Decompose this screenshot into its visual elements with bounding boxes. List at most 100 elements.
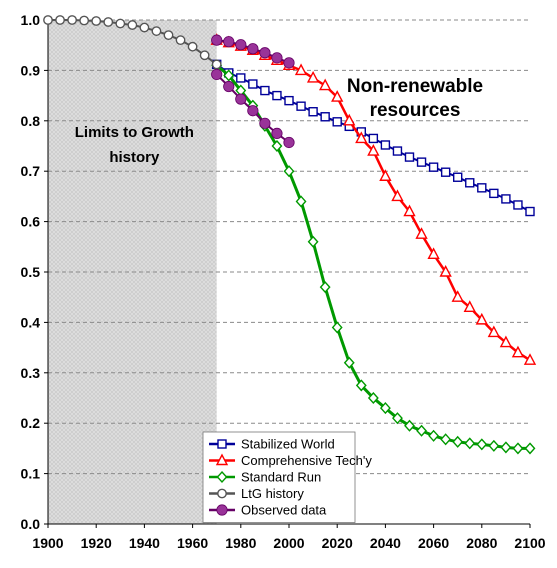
x-tick-label-5: 2000 [273,535,304,551]
data-point-4-0 [211,68,223,81]
data-point-0-21 [465,178,475,188]
data-point-0-18 [428,162,439,172]
data-point-3-11 [175,35,186,46]
data-point-0-20 [453,172,463,182]
y-tick-label-7: 0.7 [21,163,41,179]
data-point-1-8 [306,70,320,83]
legend-label-2: Standard Run [241,470,321,485]
data-point-4-3 [247,105,259,117]
y-tick-label-4: 0.4 [21,314,41,330]
data-point-0-7 [296,101,306,111]
y-tick-label-8: 0.8 [21,113,41,129]
data-point-2-9 [319,281,331,294]
data-point-2-15 [392,412,403,425]
data-point-2-21 [464,437,476,450]
data-point-2-10 [331,321,343,334]
y-tick-label-10: 1.0 [21,12,41,28]
data-point-4-6 [283,136,295,149]
legend-label-1: Comprehensive Tech'y [241,453,372,468]
data-point-1-12 [355,131,368,144]
data-point-1-7 [294,63,308,76]
data-point-3-7 [127,20,138,30]
data-point-2-22 [476,438,488,451]
chart-title-line-0: Non-renewable [347,76,483,97]
legend-swatch-marker-1 [215,453,229,466]
data-point-0-6 [284,95,294,106]
x-tick-label-1: 1920 [81,535,112,551]
data-point-3-5 [103,17,114,27]
data-point-2-14 [379,402,391,415]
legend-label-4: Observed data [241,503,327,518]
legend-item-0: Stabilized World [209,437,335,452]
data-point-5-0 [211,34,223,46]
legend-swatch-marker-2 [216,470,228,484]
legend-swatch-marker-3 [217,488,227,499]
series-4 [211,68,295,149]
data-point-2-16 [404,419,415,432]
legend-item-1: Comprehensive Tech'y [209,453,372,468]
x-tick-label-0: 1900 [32,535,63,551]
y-tick-label-6: 0.6 [21,214,41,230]
y-tick-label-2: 0.2 [21,415,41,431]
x-tick-label-6: 2020 [322,535,353,551]
data-point-2-19 [440,433,452,446]
data-point-1-25 [511,345,525,358]
data-point-2-26 [524,442,536,455]
data-point-1-13 [367,144,380,156]
data-point-2-11 [343,356,355,369]
data-point-2-13 [367,391,379,405]
data-point-2-18 [428,429,440,442]
data-point-0-24 [501,194,511,204]
data-point-0-19 [440,167,451,177]
legend-swatch-marker-0 [217,439,227,449]
legend-label-0: Stabilized World [241,437,335,452]
data-point-0-14 [380,140,391,150]
data-point-4-5 [271,127,283,139]
data-point-5-1 [223,36,235,48]
x-tick-label-2: 1940 [129,535,160,551]
legend-item-3: LtG history [209,486,304,501]
x-tick-label-8: 2060 [418,535,449,551]
data-point-2-25 [512,442,524,455]
chart-title-line-1: resources [370,100,461,121]
data-point-2-6 [283,165,295,178]
data-point-3-0 [43,15,53,25]
legend-label-3: LtG history [241,486,304,501]
legend-item-2: Standard Run [209,470,321,485]
data-point-1-17 [415,227,428,239]
data-point-0-2 [236,73,246,83]
data-point-2-17 [416,424,427,437]
data-point-5-5 [271,52,283,64]
data-point-3-4 [91,16,102,26]
data-point-4-4 [259,117,271,129]
data-point-0-3 [248,79,258,89]
data-point-0-9 [320,112,330,122]
data-point-5-6 [283,57,295,69]
data-point-1-22 [475,312,488,325]
data-point-2-24 [500,441,512,454]
data-point-0-25 [513,200,523,210]
data-point-3-13 [199,50,210,61]
data-point-2-7 [295,195,307,208]
data-point-1-24 [499,335,513,348]
data-point-2-20 [452,435,464,448]
data-point-1-19 [439,264,452,277]
data-point-2-5 [271,139,283,153]
data-point-1-14 [379,169,392,181]
data-point-0-23 [489,188,499,199]
data-point-5-3 [247,43,259,55]
data-point-1-26 [523,353,537,365]
y-tick-label-3: 0.3 [21,365,41,381]
data-point-0-5 [272,90,282,101]
data-point-0-15 [392,146,403,156]
data-point-5-2 [235,39,247,51]
data-point-2-12 [355,379,367,392]
history-annotation-line-0: Limits to Growth [75,124,194,141]
data-point-3-6 [115,18,126,29]
data-point-0-10 [332,117,342,127]
data-point-1-21 [463,300,476,312]
data-point-3-8 [139,22,150,33]
y-tick-label-0: 0.0 [21,516,41,532]
